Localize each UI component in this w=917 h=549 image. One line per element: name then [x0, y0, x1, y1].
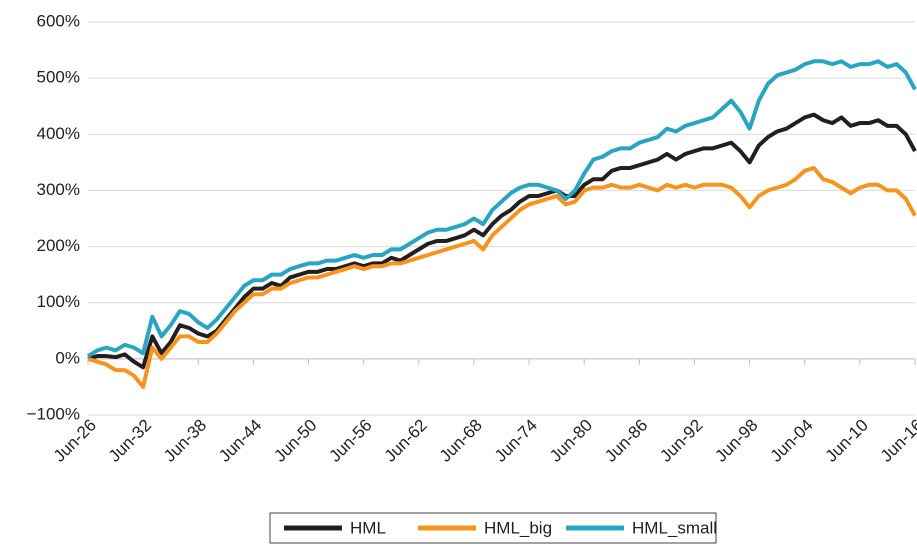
legend-label: HML [350, 518, 386, 537]
x-tick-label: Jun-98 [711, 416, 761, 466]
x-tick-label: Jun-32 [105, 416, 155, 466]
x-tick-label: Jun-10 [822, 416, 872, 466]
x-tick-label: Jun-68 [436, 416, 486, 466]
y-tick-label: 500% [37, 68, 80, 87]
x-tick-label: Jun-50 [270, 416, 320, 466]
y-tick-label: 600% [37, 11, 80, 30]
x-tick-label: Jun-62 [381, 416, 431, 466]
y-tick-label: 100% [37, 292, 80, 311]
y-tick-label: 200% [37, 236, 80, 255]
x-tick-label: Jun-92 [656, 416, 706, 466]
y-tick-label: 0% [55, 348, 80, 367]
x-tick-label: Jun-44 [215, 416, 265, 466]
legend-label: HML_small [632, 518, 717, 537]
series-line [87, 165, 917, 389]
x-tick-label: Jun-56 [325, 416, 375, 466]
x-tick-label: Jun-74 [491, 416, 541, 466]
x-tick-label: Jun-38 [160, 416, 210, 466]
legend-label: HML_big [484, 518, 552, 537]
x-tick-label: Jun-16 [877, 416, 917, 466]
x-tick-label: Jun-04 [767, 416, 817, 466]
y-tick-label: −100% [27, 404, 80, 423]
y-tick-label: 400% [37, 124, 80, 143]
x-tick-label: Jun-86 [601, 416, 651, 466]
series-line [86, 59, 917, 358]
x-tick-label: Jun-80 [546, 416, 596, 466]
series-line [87, 112, 917, 370]
legend-box [269, 512, 717, 544]
y-tick-label: 300% [37, 180, 80, 199]
